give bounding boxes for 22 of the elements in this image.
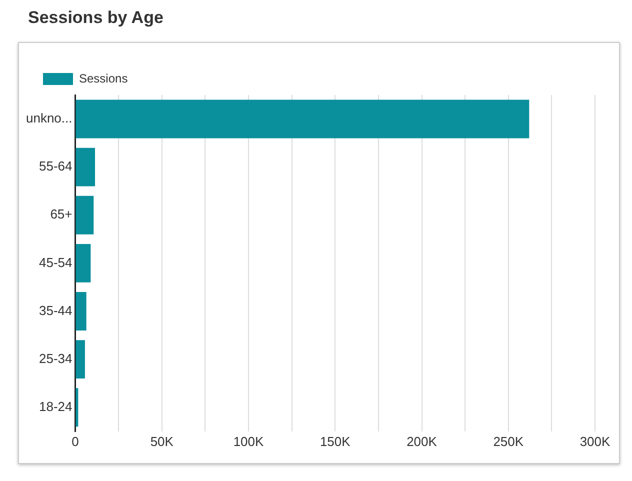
bar bbox=[76, 292, 86, 330]
y-tick-label: 65+ bbox=[50, 206, 72, 222]
y-tick-label: unkno... bbox=[26, 110, 72, 126]
x-tick-label: 50K bbox=[150, 434, 174, 449]
x-tick-label: 100K bbox=[233, 434, 264, 449]
y-tick-label: 45-54 bbox=[39, 254, 72, 270]
y-tick-label: 55-64 bbox=[39, 158, 72, 174]
x-tick-label: 300K bbox=[580, 434, 610, 449]
x-tick-label: 0 bbox=[72, 434, 79, 449]
y-tick-label: 18-24 bbox=[39, 398, 72, 414]
chart-title: Sessions by Age bbox=[28, 8, 164, 28]
x-tick-label: 150K bbox=[320, 434, 351, 449]
bar bbox=[76, 196, 94, 234]
y-tick-label: 35-44 bbox=[39, 302, 72, 318]
x-tick-label: 250K bbox=[493, 434, 524, 449]
bar bbox=[76, 244, 91, 282]
bar bbox=[76, 340, 85, 379]
bar bbox=[76, 100, 530, 138]
legend-label: Sessions bbox=[79, 71, 128, 86]
y-tick-label: 25-34 bbox=[39, 350, 72, 366]
bar bbox=[76, 148, 96, 186]
x-tick-label: 200K bbox=[406, 434, 438, 449]
